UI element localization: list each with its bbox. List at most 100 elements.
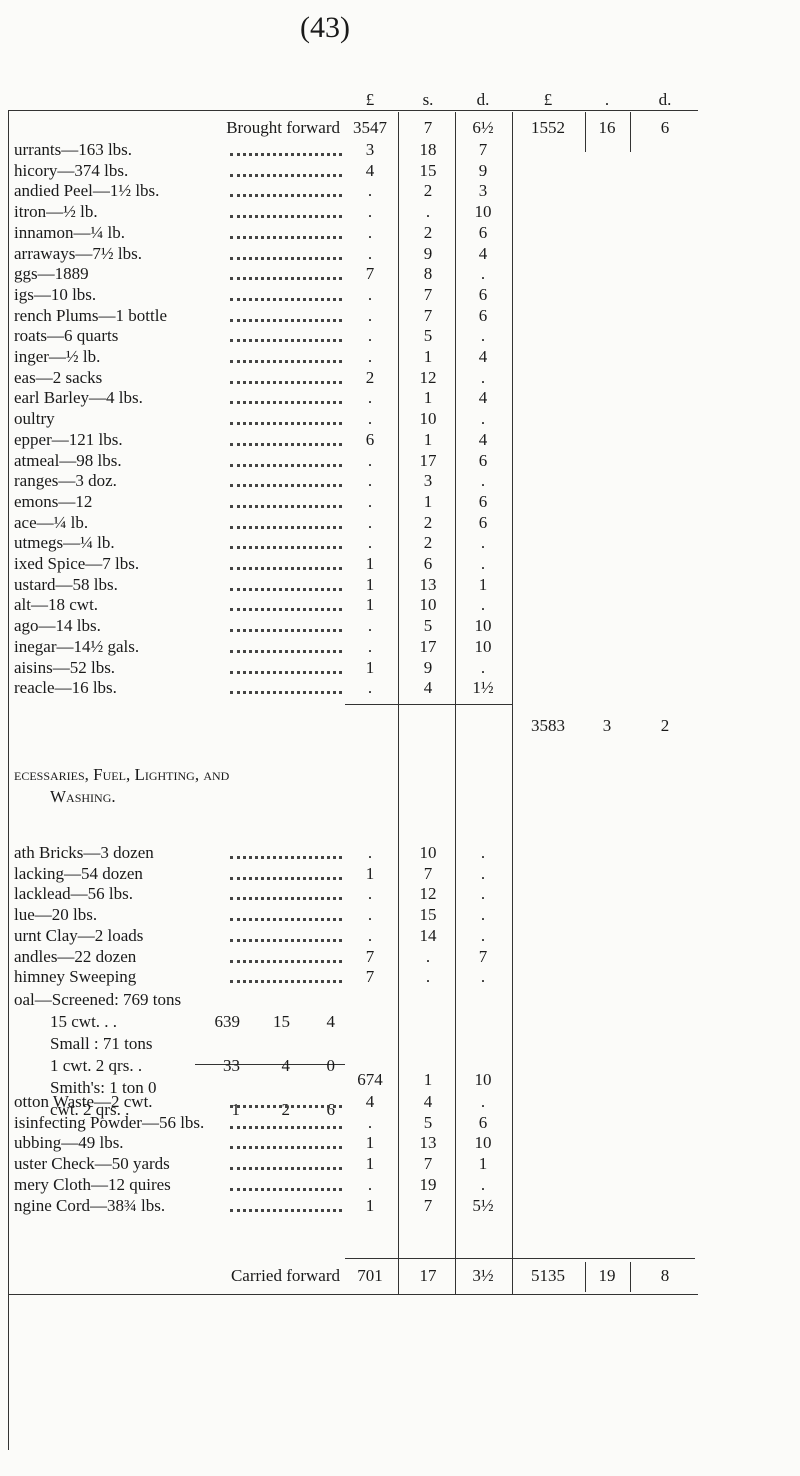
amount: 3	[365, 140, 375, 159]
dot-leader	[230, 670, 342, 674]
amount: .	[367, 388, 373, 408]
amount: .	[367, 843, 373, 862]
amount: .	[367, 925, 373, 945]
amount: 3547	[353, 118, 387, 137]
dot-leader	[230, 380, 342, 384]
col-rule	[398, 112, 399, 1294]
dot-leader	[230, 339, 342, 343]
row-label: andied Peel—1½ lbs.	[14, 181, 160, 201]
amount: 1	[423, 429, 433, 449]
row-label: alt—18 cwt.	[14, 595, 99, 615]
dot-leader	[230, 959, 342, 963]
amount: .	[480, 595, 486, 615]
amount: 15	[419, 160, 437, 180]
amount: 6	[478, 222, 488, 242]
amount: 17	[419, 450, 437, 470]
dot-leader	[230, 153, 342, 156]
col-rule	[585, 112, 586, 152]
row-label: 1 cwt. 2 qrs. .	[50, 1056, 143, 1075]
amount: 1552	[531, 118, 565, 137]
amount: 14	[419, 925, 437, 945]
section-heading: ecessaries, Fuel, Lighting, and	[14, 765, 230, 784]
row-label: eas—2 sacks	[14, 367, 103, 387]
amount: .	[367, 512, 373, 532]
col-rule	[630, 112, 631, 152]
dot-leader	[230, 318, 342, 322]
amount: 5½	[472, 1195, 494, 1215]
row-label: ace—¼ lb.	[14, 512, 89, 532]
row-label: isinfecting Powder—56 lbs.	[14, 1112, 205, 1132]
amount: .	[367, 409, 373, 429]
amount: .	[367, 243, 373, 263]
amount: 1	[423, 347, 433, 366]
amount: .	[480, 843, 486, 862]
row-label: lacking—54 dozen	[14, 863, 143, 883]
amount: .	[480, 264, 486, 284]
dot-leader	[230, 277, 342, 281]
amount: 6	[478, 1112, 488, 1132]
amount: 6	[423, 554, 433, 573]
row-label: earl Barley—4 lbs.	[14, 388, 143, 408]
dot-leader	[230, 173, 342, 177]
amount: 4	[326, 1012, 336, 1031]
row-label: urrants—163 lbs.	[14, 140, 133, 159]
amount: 10	[419, 843, 437, 862]
col-rule	[585, 1262, 586, 1292]
row-label: inger—½ lb.	[14, 347, 101, 366]
column-header: .	[604, 90, 610, 109]
row-label: Small : 71 tons	[50, 1034, 153, 1053]
amount: .	[425, 946, 431, 966]
dot-leader	[230, 608, 342, 612]
amount: .	[367, 326, 373, 346]
row-label: uster Check—50 yards	[14, 1154, 170, 1174]
dot-leader	[230, 1167, 342, 1171]
amount: 10	[419, 595, 437, 615]
amount: 10	[474, 1070, 492, 1089]
amount: 7	[423, 305, 433, 325]
dot-leader	[230, 525, 342, 529]
column-header: s.	[422, 90, 434, 109]
dot-leader	[230, 422, 342, 426]
amount: 1	[478, 574, 488, 594]
amount: 3583	[531, 716, 565, 735]
column-header: £	[365, 90, 375, 109]
amount: 4	[478, 388, 488, 408]
amount: .	[480, 533, 486, 553]
page-number: (43)	[300, 11, 350, 44]
amount: .	[480, 884, 486, 904]
row-label: oultry	[14, 409, 55, 429]
row-label: utmegs—¼ lb.	[14, 533, 115, 553]
amount: .	[367, 636, 373, 656]
amount: .	[367, 884, 373, 904]
amount: .	[367, 616, 373, 636]
bottom-rule	[8, 1294, 698, 1295]
col-rule	[512, 112, 513, 1294]
amount: 3	[602, 716, 612, 735]
dot-leader	[230, 1208, 342, 1212]
amount: .	[480, 1092, 486, 1111]
amount: 4	[365, 160, 375, 180]
amount: 3	[478, 181, 488, 201]
amount: 15	[419, 905, 437, 925]
amount: 3½	[472, 1266, 494, 1285]
amount: 639	[214, 1012, 241, 1031]
amount: 9	[423, 657, 433, 677]
row-label: Carried forward	[230, 1266, 340, 1285]
amount: 1	[365, 595, 375, 615]
amount: 3	[423, 471, 433, 491]
amount: 2	[365, 367, 375, 387]
dot-leader	[230, 918, 342, 922]
dot-leader	[230, 546, 342, 550]
row-label: himney Sweeping	[14, 967, 137, 987]
amount: 12	[419, 367, 437, 387]
row-label: lacklead—56 lbs.	[14, 884, 133, 904]
row-label: rench Plums—1 bottle	[14, 305, 167, 325]
amount: .	[480, 1174, 486, 1194]
amount: 1	[365, 574, 375, 594]
amount: .	[367, 347, 373, 366]
amount: 6	[478, 284, 488, 304]
row-label: mery Cloth—12 quires	[14, 1174, 171, 1194]
section-heading: Washing.	[50, 787, 116, 806]
amount: 8	[423, 264, 433, 284]
col-rule	[630, 1262, 631, 1292]
